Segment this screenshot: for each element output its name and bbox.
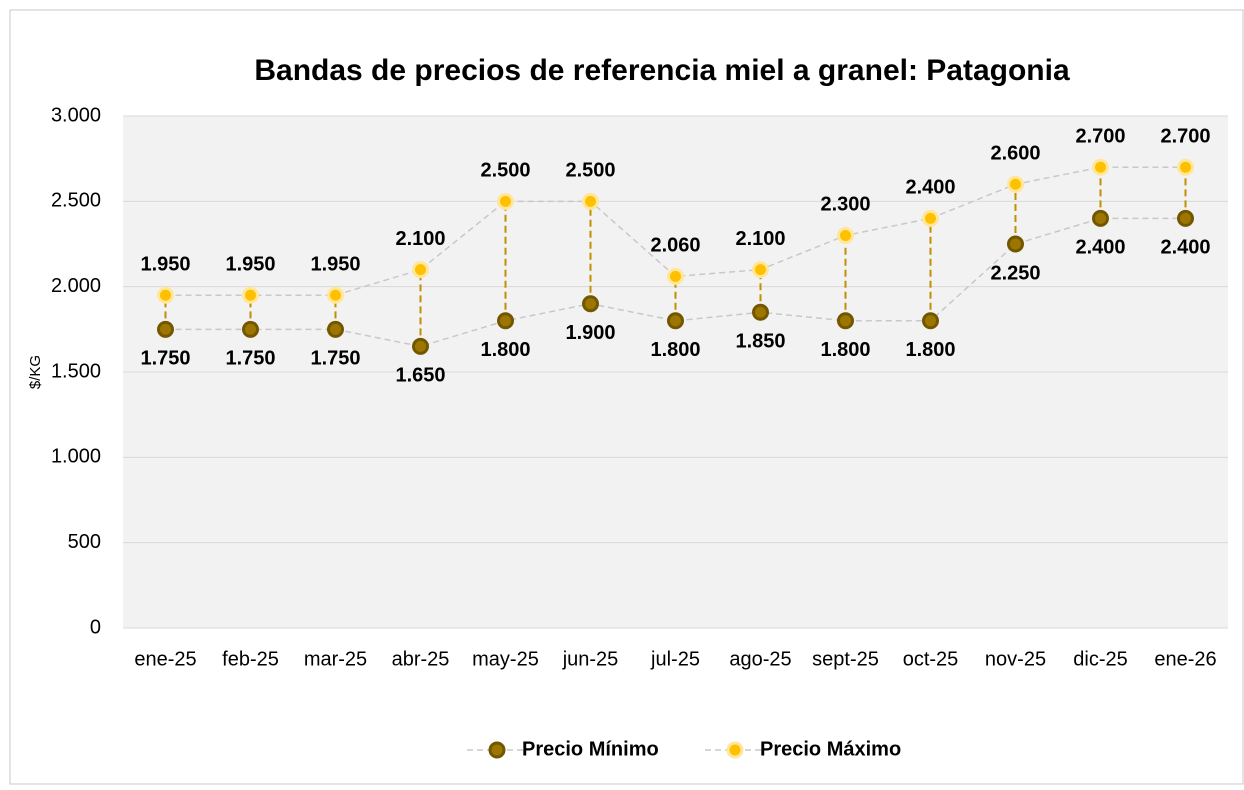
y-tick-label: 3.000 [51,104,101,126]
x-tick-label: sept-25 [812,648,879,670]
marker [582,192,599,210]
legend-marker [488,741,506,759]
data-label: 2.400 [1160,237,1210,259]
data-label: 2.300 [820,194,870,216]
x-tick-label: ene-26 [1154,648,1216,670]
data-label: 1.800 [905,339,955,361]
x-tick-label: jun-25 [562,648,619,670]
y-tick-label: 2.500 [51,190,101,212]
y-tick-label: 500 [68,531,101,553]
data-label: 2.500 [565,160,615,182]
marker [497,192,514,210]
marker [922,312,939,330]
data-label: 2.600 [990,143,1040,165]
data-label: 1.800 [480,339,530,361]
marker [752,303,769,321]
data-label: 1.650 [395,365,445,387]
marker [157,286,174,304]
data-label: 2.700 [1160,125,1210,147]
marker [837,312,854,330]
x-tick-label: nov-25 [985,648,1046,670]
marker [497,312,514,330]
data-label: 2.100 [735,228,785,250]
marker [412,337,429,355]
marker [242,286,259,304]
data-label: 1.900 [565,322,615,344]
data-label: 1.950 [225,253,275,275]
y-tick-label: 0 [90,616,101,638]
data-label: 1.950 [140,253,190,275]
x-tick-label: feb-25 [222,648,279,670]
x-tick-label: mar-25 [304,648,367,670]
y-tick-label: 1.000 [51,446,101,468]
data-label: 1.750 [225,348,275,370]
marker [1092,158,1109,176]
data-label: 1.750 [140,348,190,370]
marker [1177,209,1194,227]
marker [667,312,684,330]
marker [1092,209,1109,227]
marker [1007,235,1024,253]
marker [157,320,174,338]
x-tick-label: jul-25 [650,648,700,670]
legend-marker [726,741,744,759]
legend-label: Precio Mínimo [522,738,659,760]
data-label: 1.850 [735,331,785,353]
marker [922,209,939,227]
marker [327,320,344,338]
y-tick-label: 2.000 [51,275,101,297]
data-label: 2.500 [480,160,530,182]
data-label: 2.700 [1075,125,1125,147]
data-label: 2.060 [650,235,700,257]
y-axis-label: $/KG [27,355,44,389]
data-label: 2.100 [395,228,445,250]
x-tick-label: ago-25 [729,648,791,670]
x-tick-label: may-25 [472,648,539,670]
data-label: 1.800 [650,339,700,361]
marker [412,261,429,279]
x-tick-label: oct-25 [903,648,959,670]
marker [1007,175,1024,193]
marker [1177,158,1194,176]
data-label: 1.950 [310,253,360,275]
marker [837,226,854,244]
data-label: 2.400 [1075,237,1125,259]
data-label: 1.750 [310,348,360,370]
data-label: 2.250 [990,262,1040,284]
x-tick-label: ene-25 [134,648,196,670]
marker [752,261,769,279]
legend-label: Precio Máximo [760,738,901,760]
marker [667,267,684,285]
marker [582,295,599,313]
marker [327,286,344,304]
chart-title: Bandas de precios de referencia miel a g… [254,54,1070,87]
data-label: 2.400 [905,177,955,199]
marker [242,320,259,338]
x-tick-label: abr-25 [392,648,450,670]
x-tick-label: dic-25 [1073,648,1127,670]
data-label: 1.800 [820,339,870,361]
y-tick-label: 1.500 [51,360,101,382]
